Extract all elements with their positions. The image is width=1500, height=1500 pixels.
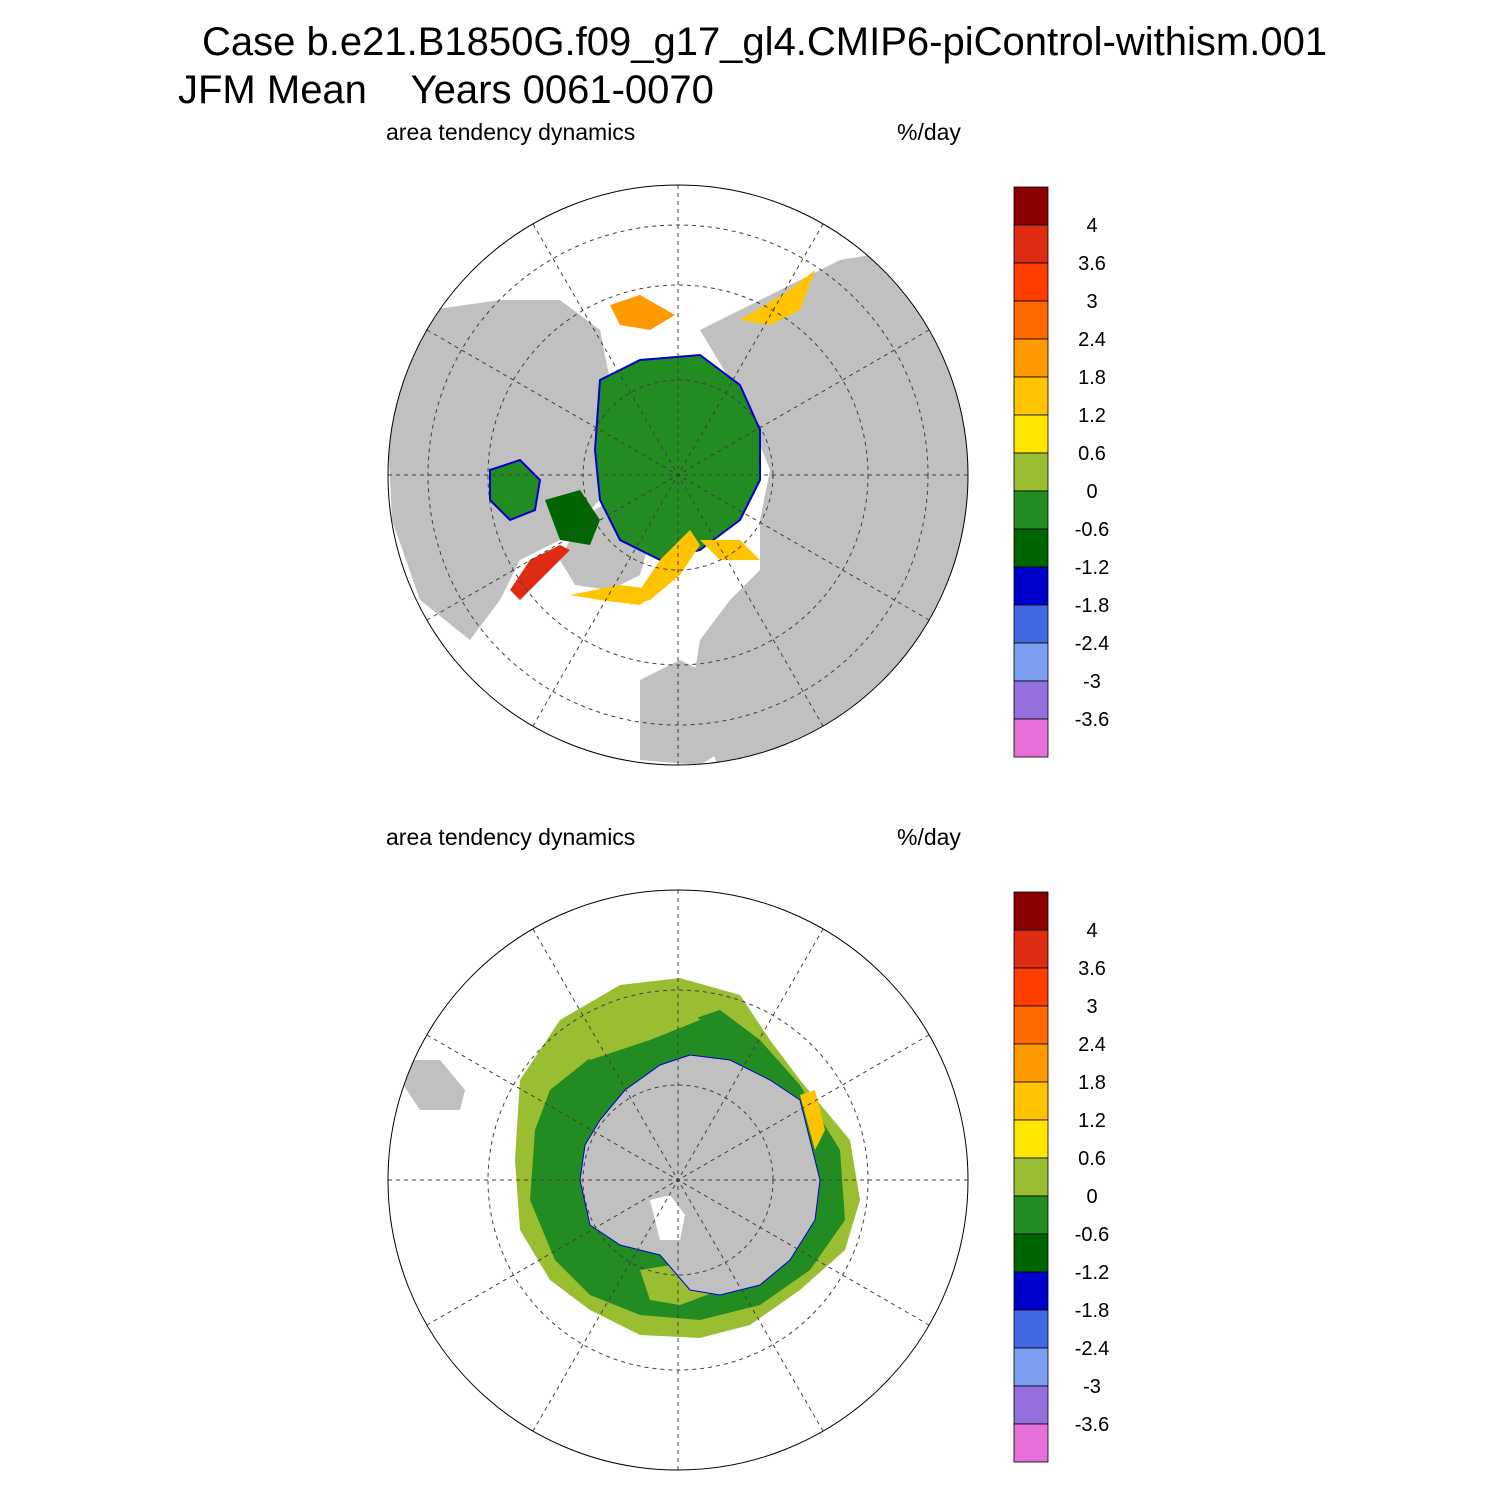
- north-colorbar-label: 4: [1086, 215, 1097, 237]
- south-colorbar-swatch: [1013, 891, 1049, 931]
- north-colorbar-swatch: [1013, 718, 1049, 758]
- north-colorbar-swatch: [1013, 452, 1049, 492]
- south-colorbar-label: 3: [1086, 996, 1097, 1018]
- south-ice-patch-weddell: [560, 995, 700, 1060]
- south-colorbar-swatch: [1013, 1119, 1049, 1159]
- north-greenland-sea-edge: [630, 530, 700, 605]
- north-units-label: %/day: [897, 119, 961, 145]
- south-colorbar-swatch: [1013, 1157, 1049, 1197]
- north-colorbar-label: 3.6: [1078, 253, 1106, 275]
- south-edge-yellow: [800, 1090, 825, 1150]
- north-colorbar-label: -2.4: [1075, 633, 1109, 655]
- south-colorbar-label: -1.8: [1075, 1300, 1109, 1322]
- north-colorbar-swatch: [1013, 186, 1049, 226]
- south-colorbar-label: -2.4: [1075, 1338, 1109, 1360]
- north-barents-edge: [700, 540, 760, 560]
- south-colorbar-swatch: [1013, 1233, 1049, 1273]
- north-colorbar-swatch: [1013, 414, 1049, 454]
- south-colorbar-label: 2.4: [1078, 1034, 1106, 1056]
- north-colorbar-label: 0: [1086, 481, 1097, 503]
- south-colorbar-swatch: [1013, 1081, 1049, 1121]
- south-colorbar-label: 0.6: [1078, 1148, 1106, 1170]
- north-colorbar-label: 1.2: [1078, 405, 1106, 427]
- north-colorbar-label: -0.6: [1075, 519, 1109, 541]
- north-colorbar-swatch: [1013, 680, 1049, 720]
- south-colorbar-label: -3: [1083, 1376, 1101, 1398]
- season-label: JFM Mean: [178, 68, 367, 112]
- south-colorbar-swatch: [1013, 929, 1049, 969]
- south-colorbar-label: -3.6: [1075, 1414, 1109, 1436]
- north-colorbar-label: -3.6: [1075, 709, 1109, 731]
- south-colorbar-swatch: [1013, 1423, 1049, 1463]
- south-colorbar-label: 3.6: [1078, 958, 1106, 980]
- north-colorbar-label: -1.2: [1075, 557, 1109, 579]
- north-bering-edge: [610, 295, 675, 330]
- north-colorbar-label: 0.6: [1078, 443, 1106, 465]
- years-label: Years 0061-0070: [410, 68, 714, 112]
- north-colorbar-swatch: [1013, 642, 1049, 682]
- south-colorbar-swatch: [1013, 1271, 1049, 1311]
- north-colorbar-swatch: [1013, 224, 1049, 264]
- south-variable-label: area tendency dynamics: [386, 824, 636, 850]
- south-colorbar-swatch: [1013, 967, 1049, 1007]
- north-colorbar-swatch: [1013, 376, 1049, 416]
- south-colorbar-swatch: [1013, 1195, 1049, 1235]
- north-okhotsk-edge: [740, 270, 815, 325]
- north-colorbar: 4 3.6 3 2.4 1.8 1.2 0.6 0 -0.6 -1.2 -1.8 -2.4 -3 -3.6: [1013, 186, 1109, 758]
- north-colorbar-swatch: [1013, 528, 1049, 568]
- north-colorbar-swatch: [1013, 262, 1049, 302]
- north-polar-map: [387, 184, 969, 766]
- north-labrador-edge: [510, 545, 570, 600]
- north-colorbar-swatch: [1013, 604, 1049, 644]
- north-baffin-ice: [545, 490, 600, 545]
- north-colorbar-swatch: [1013, 566, 1049, 606]
- south-polar-map: [387, 889, 969, 1471]
- south-land-southamerica: [400, 1060, 465, 1110]
- south-colorbar-swatch: [1013, 1005, 1049, 1045]
- south-colorbar-label: 0: [1086, 1186, 1097, 1208]
- north-colorbar-label: 3: [1086, 291, 1097, 313]
- north-land-europe-south: [640, 660, 740, 765]
- north-atlantic-edge: [570, 585, 660, 605]
- season-title: JFM Mean Years 0061-0070: [178, 70, 714, 110]
- north-colorbar-label: 2.4: [1078, 329, 1106, 351]
- north-variable-label: area tendency dynamics: [386, 119, 636, 145]
- north-colorbar-label: 1.8: [1078, 367, 1106, 389]
- north-colorbar-swatch: [1013, 490, 1049, 530]
- south-ross-shelf: [650, 1195, 685, 1240]
- north-colorbar-swatch: [1013, 300, 1049, 340]
- south-colorbar-label: 1.8: [1078, 1072, 1106, 1094]
- north-colorbar-label: -3: [1083, 671, 1101, 693]
- north-colorbar-swatch: [1013, 338, 1049, 378]
- north-colorbar-label: -1.8: [1075, 595, 1109, 617]
- case-title: Case b.e21.B1850G.f09_g17_gl4.CMIP6-piCo…: [202, 20, 1328, 64]
- south-colorbar: 4 3.6 3 2.4 1.8 1.2 0.6 0 -0.6 -1.2 -1.8 -2.4 -3 -3.6: [1013, 891, 1109, 1463]
- south-colorbar-label: -1.2: [1075, 1262, 1109, 1284]
- south-colorbar-swatch: [1013, 1347, 1049, 1387]
- south-colorbar-label: -0.6: [1075, 1224, 1109, 1246]
- south-colorbar-label: 4: [1086, 920, 1097, 942]
- south-colorbar-swatch: [1013, 1385, 1049, 1425]
- north-land-eurasia: [690, 250, 968, 765]
- south-colorbar-label: 1.2: [1078, 1110, 1106, 1132]
- south-colorbar-swatch: [1013, 1043, 1049, 1083]
- south-colorbar-swatch: [1013, 1309, 1049, 1349]
- south-units-label: %/day: [897, 824, 961, 850]
